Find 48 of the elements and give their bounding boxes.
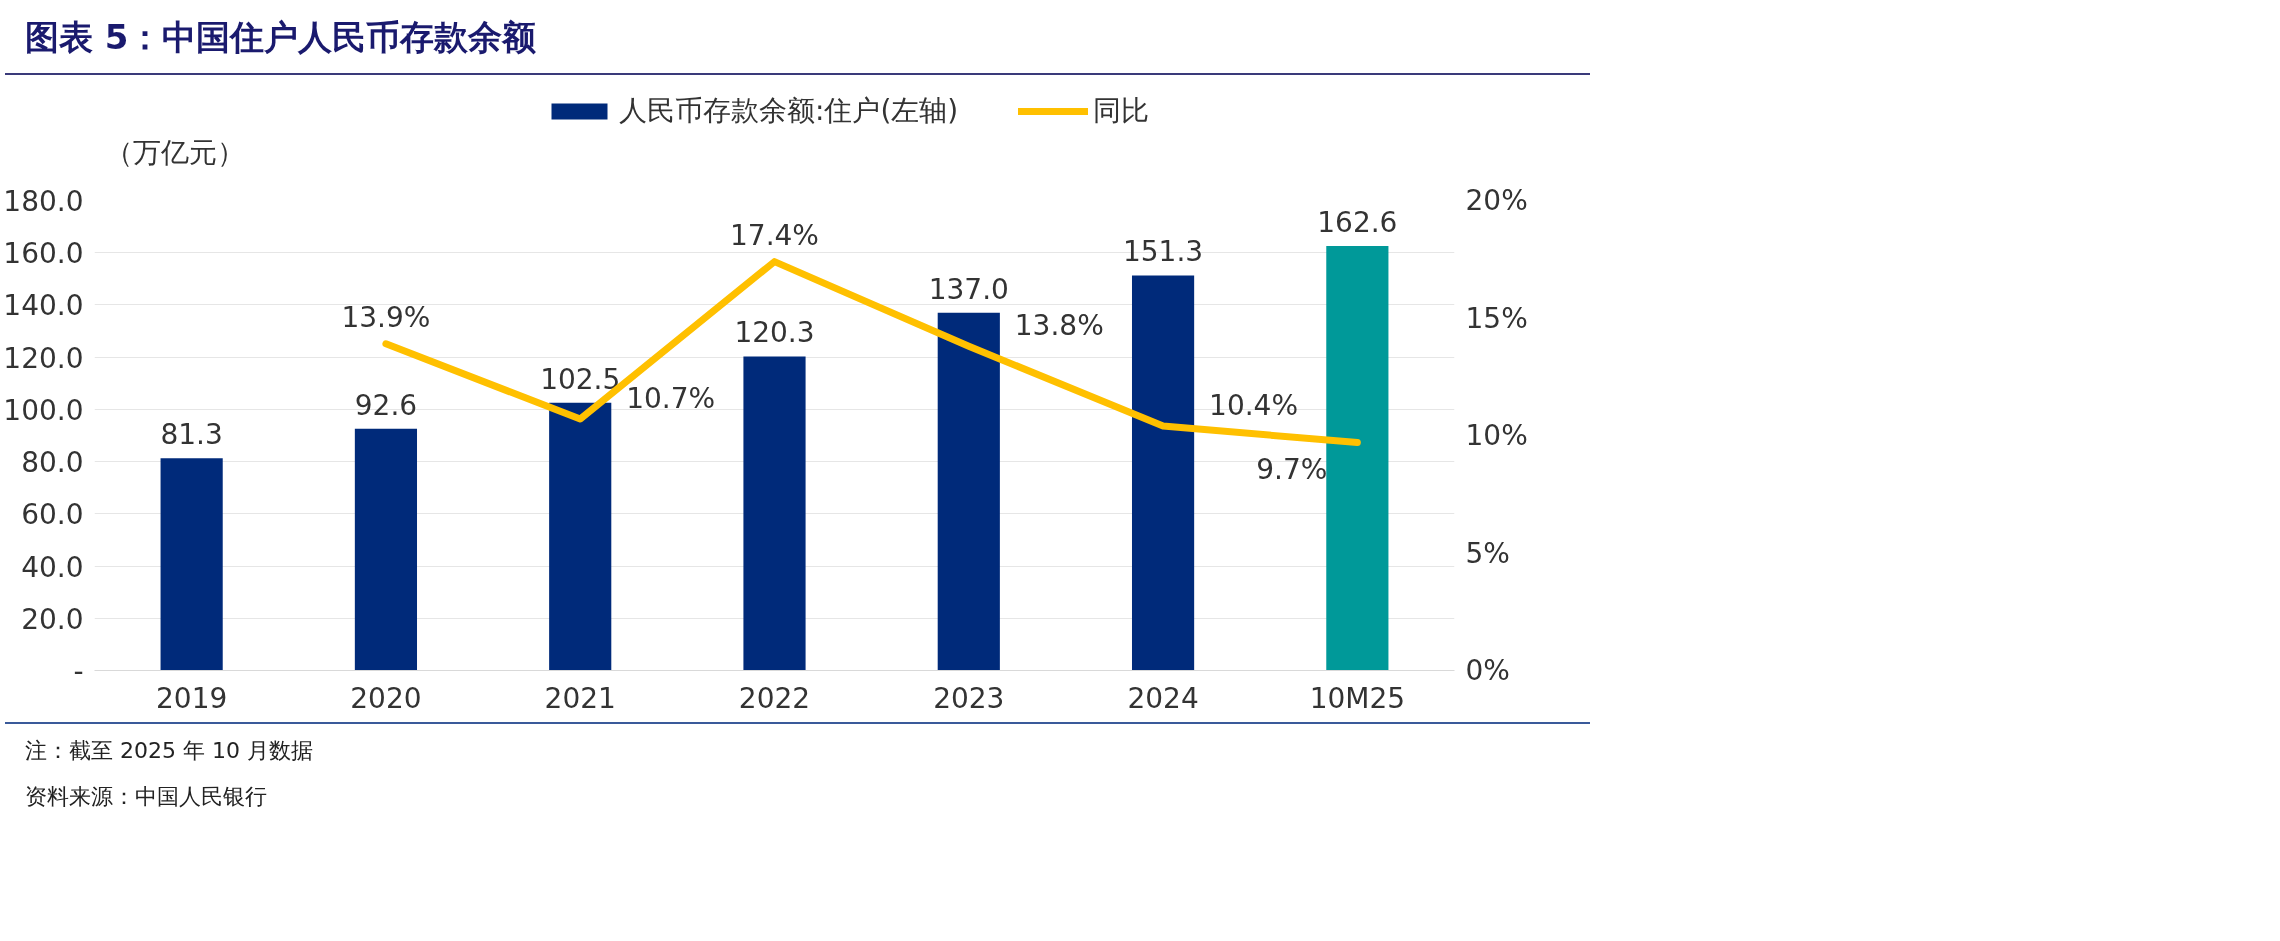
data-label: 102.5: [540, 362, 621, 396]
x-tick-label: 2021: [544, 681, 616, 715]
y-axis-title: （万亿元）: [104, 135, 245, 169]
chart-title: 图表 5：中国住户人民币存款余额: [25, 16, 537, 59]
x-tick-label: 2024: [1127, 681, 1199, 715]
bar: [743, 356, 806, 671]
bar: [1326, 245, 1389, 671]
data-label: 137.0: [928, 272, 1009, 306]
y2-tick-label: 20%: [1465, 184, 1528, 217]
legend-label: 同比: [1093, 93, 1150, 129]
y-tick-label: 120.0: [3, 341, 84, 375]
y2-tick-label: 15%: [1465, 301, 1528, 335]
text: 注：截至 2025 年 10 月数据: [25, 738, 313, 763]
bar: [1131, 275, 1195, 671]
data-label: 92.6: [354, 388, 418, 422]
y-tick-label: 20.0: [21, 602, 84, 636]
data-label: 120.3: [734, 316, 815, 350]
data-label: 151.3: [1122, 235, 1204, 269]
y-tick-label: 160.0: [3, 237, 84, 271]
y-tick-label: -: [73, 655, 84, 688]
x-tick-label: 2020: [350, 681, 422, 715]
bar: [937, 312, 1000, 671]
y2-tick-label: 10%: [1465, 419, 1528, 452]
y2-tick-label: 5%: [1465, 536, 1510, 570]
y2-tick-label: 0%: [1465, 654, 1510, 687]
x-tick-label: 2019: [156, 681, 228, 715]
y-tick-label: 60.0: [21, 498, 84, 532]
data-label: 17.4%: [730, 218, 819, 252]
y-tick-label: 140.0: [3, 289, 84, 323]
x-tick-label: 2022: [738, 681, 811, 715]
data-label: 9.7%: [1256, 452, 1328, 486]
x-tick-label: 10M25: [1309, 681, 1406, 715]
y-tick-label: 180.0: [3, 185, 84, 218]
x-tick-label: 2023: [933, 681, 1005, 715]
bar: [160, 458, 223, 671]
data-label: 81.3: [160, 418, 223, 452]
data-label: 162.6: [1317, 205, 1398, 239]
bar: [549, 402, 612, 671]
legend-label: 人民币存款余额:住户(左轴): [619, 93, 959, 129]
data-label: 10.4%: [1209, 389, 1299, 423]
y-tick-label: 100.0: [3, 393, 84, 427]
y-tick-label: 80.0: [21, 446, 84, 480]
y-tick-label: 40.0: [21, 550, 84, 584]
data-label: 10.7%: [626, 382, 716, 416]
bar: [354, 428, 418, 671]
data-label: 13.9%: [341, 300, 431, 334]
data-label: 13.8%: [1014, 309, 1104, 343]
text: 资料来源：中国人民银行: [25, 784, 267, 809]
